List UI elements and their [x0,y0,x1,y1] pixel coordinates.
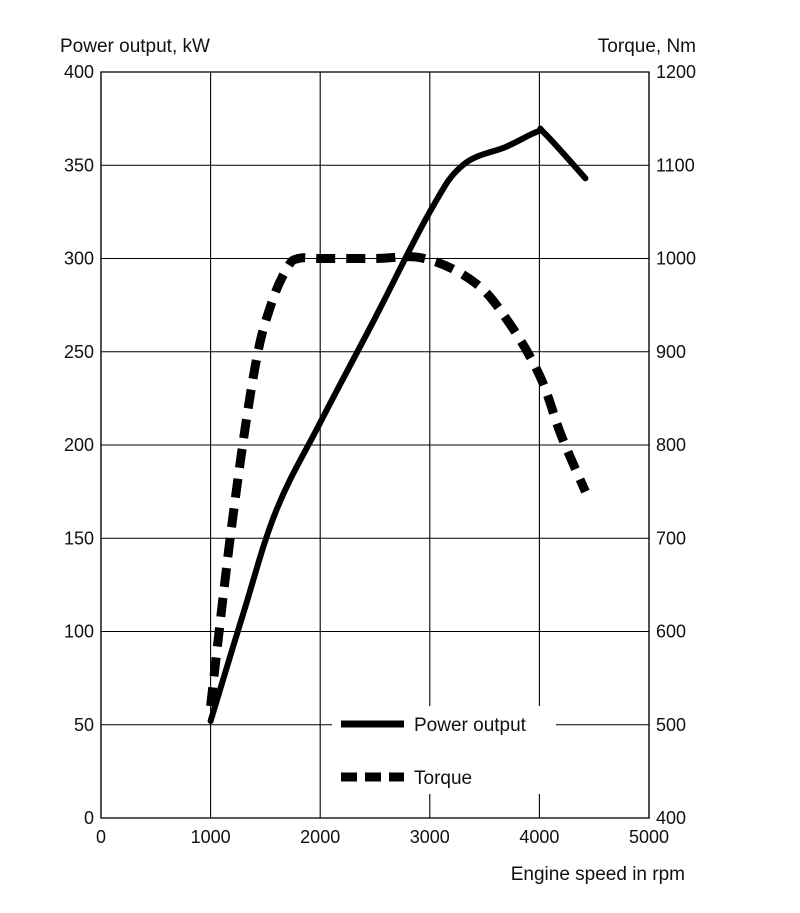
y-right-tick-label: 700 [656,528,686,548]
y-left-tick-label: 150 [64,528,94,548]
y-left-tick-label: 100 [64,622,94,642]
legend: Power output Torque [332,706,556,794]
y-right-tick-label: 800 [656,435,686,455]
x-tick-label: 3000 [410,827,450,847]
x-tick-label: 0 [96,827,106,847]
y-right-tick-label: 1100 [656,155,695,175]
y-right-tick-label: 500 [656,715,686,735]
y-left-tick-label: 0 [84,808,94,828]
y-axis-left-title: Power output, kW [60,36,210,57]
y-right-tick-label: 1200 [656,62,696,82]
y-right-tick-label: 400 [656,808,686,828]
legend-label-torque: Torque [414,768,472,789]
x-tick-label: 1000 [191,827,231,847]
tick-labels: 0 50 100 150 200 250 300 350 400 400 500 600 700 800 9… [64,62,696,847]
y-axis-right-title: Torque, Nm [598,36,696,57]
y-left-tick-label: 300 [64,249,94,269]
y-left-tick-label: 50 [74,715,94,735]
data-series [206,125,590,725]
y-right-tick-label: 600 [656,622,686,642]
y-left-tick-label: 350 [64,155,94,175]
y-left-tick-label: 250 [64,342,94,362]
x-tick-label: 2000 [300,827,340,847]
series-line-power-output [207,125,589,725]
x-tick-label: 5000 [629,827,669,847]
y-left-tick-label: 400 [64,62,94,82]
legend-label-power-output: Power output [414,715,527,736]
y-right-tick-label: 1000 [656,249,696,269]
plot-area-frame [100,71,650,819]
y-left-tick-label: 200 [64,435,94,455]
series-line-torque [206,252,590,707]
x-axis-title: Engine speed in rpm [511,864,685,885]
y-right-tick-label: 900 [656,342,686,362]
x-tick-label: 4000 [519,827,559,847]
